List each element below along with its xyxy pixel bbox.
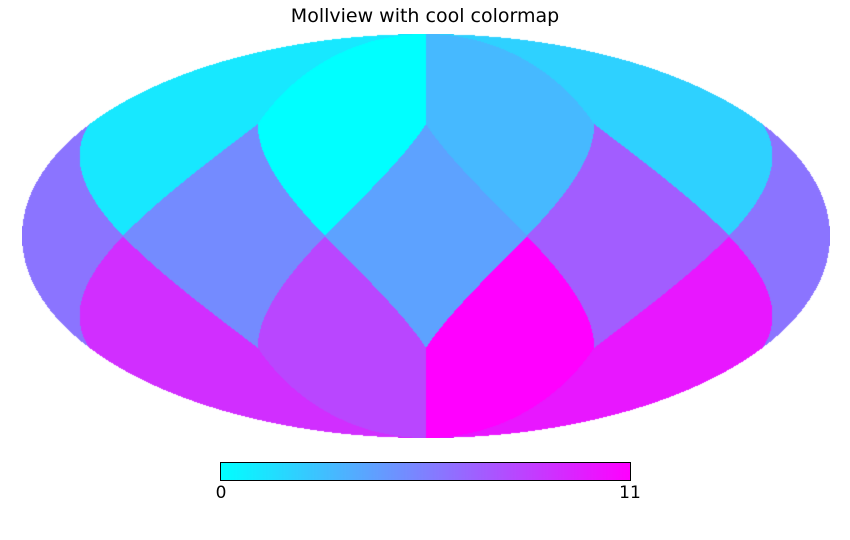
mollweide-map <box>22 34 830 438</box>
figure-title: Mollview with cool colormap <box>290 5 560 27</box>
colorbar-tick-max: 11 <box>619 483 641 503</box>
colorbar-tick-min: 0 <box>215 483 227 503</box>
colorbar <box>220 462 631 481</box>
